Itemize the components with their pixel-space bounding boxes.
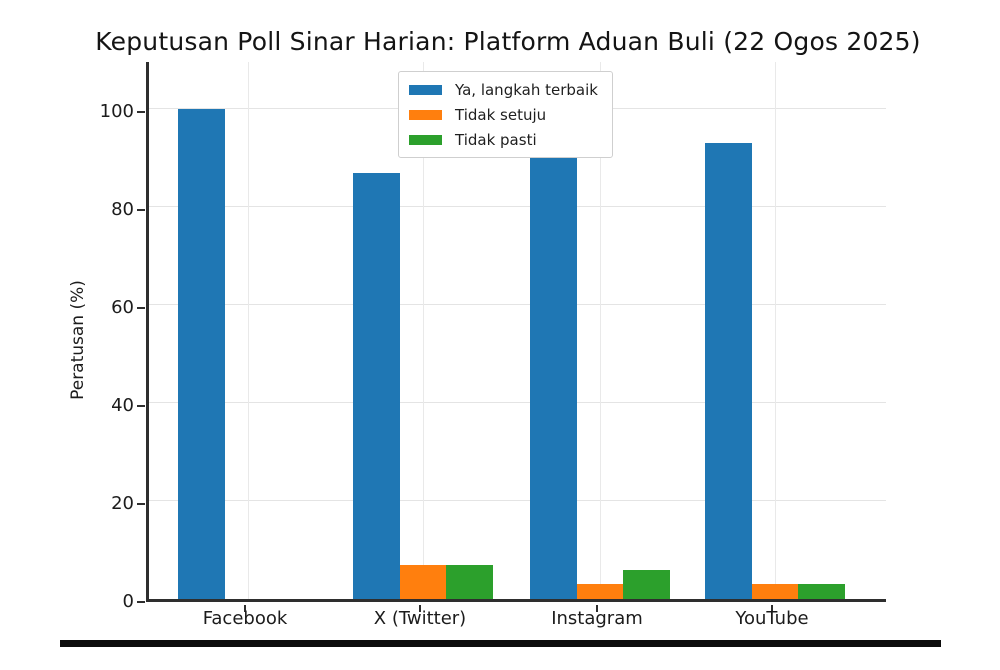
y-tick-mark	[137, 601, 145, 603]
bar-x-twitter--s2	[446, 564, 494, 599]
v-gridline	[599, 62, 601, 599]
bar-youtube-s1	[751, 584, 799, 599]
y-tick-label: 80	[111, 199, 134, 220]
legend-swatch-blue	[409, 84, 442, 95]
y-tick-mark	[137, 307, 145, 309]
bar-facebook-s0	[177, 109, 225, 599]
y-tick-mark	[137, 209, 145, 211]
x-tick-label: YouTube	[735, 608, 809, 629]
legend-label: Ya, langkah terbaik	[455, 80, 598, 99]
y-tick-label: 0	[122, 591, 134, 612]
bar-instagram-s0	[529, 153, 577, 599]
y-tick-label: 20	[111, 493, 134, 514]
bar-x-twitter--s0	[352, 172, 400, 599]
bar-youtube-s0	[704, 143, 752, 599]
x-tick-label: Instagram	[551, 608, 643, 629]
x-tick-mark	[244, 605, 246, 612]
h-gridline	[149, 500, 886, 501]
y-tick-mark	[137, 405, 145, 407]
y-tick-mark	[137, 503, 145, 505]
x-tick-mark	[771, 605, 773, 612]
bar-instagram-s1	[576, 584, 624, 599]
legend-label: Tidak setuju	[455, 105, 547, 124]
y-tick-label: 40	[111, 395, 134, 416]
legend-item: Ya, langkah terbaik	[409, 79, 598, 100]
h-gridline	[149, 206, 886, 207]
bar-instagram-s2	[623, 569, 671, 599]
legend-item: Tidak setuju	[409, 104, 598, 125]
y-tick-label: 60	[111, 297, 134, 318]
h-gridline	[149, 304, 886, 305]
x-tick-label: Facebook	[202, 608, 288, 629]
chart-title: Keputusan Poll Sinar Harian: Platform Ad…	[95, 27, 921, 56]
bottom-black-band	[60, 640, 941, 647]
x-tick-mark	[419, 605, 421, 612]
x-tick-label: X (Twitter)	[373, 608, 467, 629]
bar-x-twitter--s1	[399, 564, 447, 599]
legend-label: Tidak pasti	[455, 130, 537, 149]
legend-swatch-green	[409, 134, 442, 145]
legend: Ya, langkah terbaik Tidak setuju Tidak p…	[398, 71, 613, 158]
v-gridline	[247, 62, 249, 599]
legend-swatch-orange	[409, 109, 442, 120]
y-tick-label: 100	[99, 101, 134, 122]
x-tick-mark	[596, 605, 598, 612]
h-gridline	[149, 402, 886, 403]
plot-area	[146, 62, 886, 602]
v-gridline	[774, 62, 776, 599]
y-tick-mark	[137, 111, 145, 113]
legend-item: Tidak pasti	[409, 129, 598, 150]
bar-youtube-s2	[798, 584, 846, 599]
v-gridline	[422, 62, 424, 599]
